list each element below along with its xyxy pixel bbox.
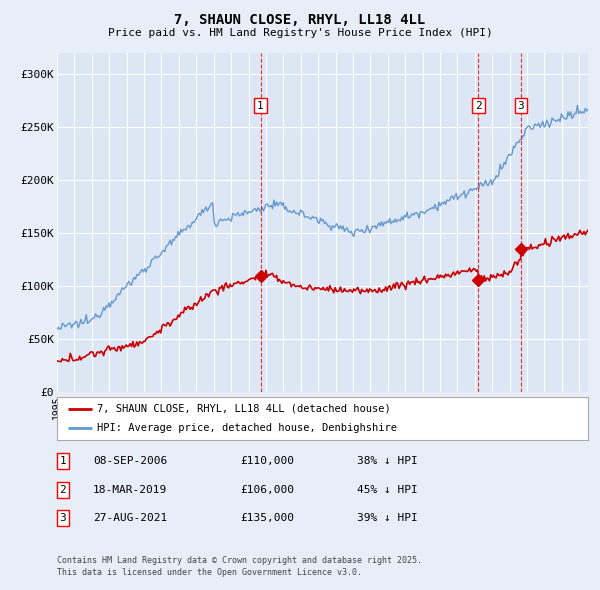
- Text: 38% ↓ HPI: 38% ↓ HPI: [357, 457, 418, 466]
- Text: HPI: Average price, detached house, Denbighshire: HPI: Average price, detached house, Denb…: [97, 423, 397, 433]
- Text: 1: 1: [257, 101, 264, 111]
- Text: 08-SEP-2006: 08-SEP-2006: [93, 457, 167, 466]
- Text: 3: 3: [518, 101, 524, 111]
- Text: 2: 2: [475, 101, 482, 111]
- Text: 7, SHAUN CLOSE, RHYL, LL18 4LL: 7, SHAUN CLOSE, RHYL, LL18 4LL: [175, 13, 425, 27]
- Text: This data is licensed under the Open Government Licence v3.0.: This data is licensed under the Open Gov…: [57, 568, 362, 577]
- Text: 1: 1: [59, 457, 67, 466]
- Text: 2: 2: [59, 485, 67, 494]
- Text: 45% ↓ HPI: 45% ↓ HPI: [357, 485, 418, 494]
- Text: 27-AUG-2021: 27-AUG-2021: [93, 513, 167, 523]
- Text: 39% ↓ HPI: 39% ↓ HPI: [357, 513, 418, 523]
- Text: 18-MAR-2019: 18-MAR-2019: [93, 485, 167, 494]
- Text: Contains HM Land Registry data © Crown copyright and database right 2025.: Contains HM Land Registry data © Crown c…: [57, 556, 422, 565]
- Text: 7, SHAUN CLOSE, RHYL, LL18 4LL (detached house): 7, SHAUN CLOSE, RHYL, LL18 4LL (detached…: [97, 404, 391, 414]
- Text: 3: 3: [59, 513, 67, 523]
- Text: £106,000: £106,000: [240, 485, 294, 494]
- Text: £135,000: £135,000: [240, 513, 294, 523]
- Text: £110,000: £110,000: [240, 457, 294, 466]
- Text: Price paid vs. HM Land Registry's House Price Index (HPI): Price paid vs. HM Land Registry's House …: [107, 28, 493, 38]
